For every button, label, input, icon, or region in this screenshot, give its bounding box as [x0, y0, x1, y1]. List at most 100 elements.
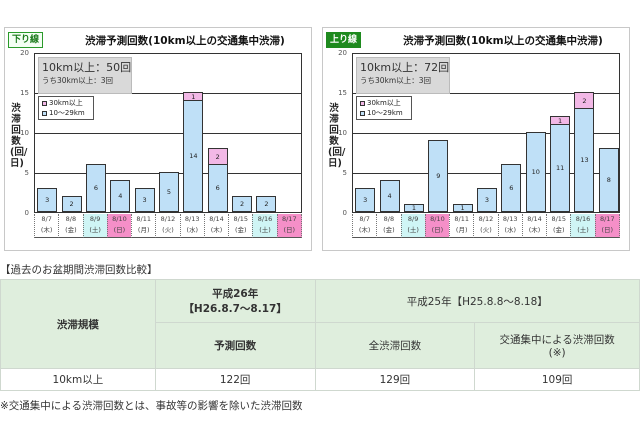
bar: 2: [256, 196, 277, 212]
summary-30km: うち30km以上：3回: [42, 76, 113, 85]
x-axis-date-label: 8/9 (土): [400, 214, 425, 238]
x-axis-labels: 8/7 (木) 8/8 (金) 8/9 (土) 8/10 (日) 8/11 (月) 8/12 (火) 8…: [34, 214, 302, 238]
gridline: [353, 93, 619, 94]
plot-area: 10km以上：72回 うち30km以上：3回 30km以上 10～29km 0 5…: [338, 49, 620, 217]
bar: 10: [525, 132, 546, 212]
table-title: 【過去のお盆期間渋滞回数比較】: [0, 264, 158, 276]
legend-item: 30km以上: [42, 98, 90, 108]
x-axis-date-label: 8/17 (日): [276, 214, 302, 238]
bar: 14 1: [183, 92, 204, 212]
x-axis-date-label: 8/13 (水): [179, 214, 204, 238]
bar-segment-10-29km: 8: [598, 148, 619, 212]
bar-segment-10-29km: 6: [85, 164, 106, 212]
y-tick-label: 10: [20, 129, 29, 137]
bar-segment-10-29km: 2: [232, 196, 253, 212]
bar: 1: [452, 204, 473, 212]
legend: 30km以上 10～29km: [356, 96, 412, 120]
bar-segment-10-29km: 2: [61, 196, 82, 212]
x-axis-date-label: 8/7 (木): [352, 214, 377, 238]
y-tick-label: 15: [338, 89, 347, 97]
cell-2014-forecast: 122回: [154, 368, 316, 391]
bar: 3: [37, 188, 58, 212]
y-tick-label: 5: [24, 169, 29, 177]
bar-segment-10-29km: 5: [159, 172, 179, 212]
bar: 5: [159, 172, 179, 212]
bar-segment-30km-plus: 1: [183, 92, 204, 101]
x-axis-date-label: 8/8 (金): [58, 214, 83, 238]
bar-segment-10-29km: 1: [452, 204, 473, 212]
legend-item: 10～29km: [42, 108, 90, 118]
bar-segment-10-29km: 2: [256, 196, 277, 212]
bar-segment-30km-plus: 2: [207, 148, 228, 165]
y-axis-label: 渋滞回数(回/日): [10, 103, 28, 169]
bar-segment-30km-plus: 2: [574, 92, 595, 109]
legend: 30km以上 10～29km: [38, 96, 94, 120]
x-axis-date-label: 8/13 (水): [497, 214, 522, 238]
header-2013: 平成25年【H25.8.8～8.18】: [314, 279, 640, 323]
y-tick-label: 0: [24, 209, 29, 217]
gridline: [35, 133, 301, 134]
bar: 4: [110, 180, 131, 212]
table-row: 10km以上 122回 129回 109回: [0, 368, 640, 391]
bar: 3: [355, 188, 376, 212]
cell-2013-all: 129回: [314, 368, 476, 391]
y-tick-label: 10: [338, 129, 347, 137]
bar: 11 1: [550, 116, 571, 212]
bar: 2: [232, 196, 253, 212]
legend-swatch-icon: [42, 110, 47, 116]
legend-swatch-icon: [360, 110, 365, 116]
y-tick-label: 20: [338, 49, 347, 57]
bar: 3: [134, 188, 155, 212]
legend-item: 30km以上: [360, 98, 408, 108]
y-tick-label: 5: [342, 169, 347, 177]
x-axis-date-label: 8/17 (日): [594, 214, 620, 238]
chart-panel-up: 上り線 渋滞予測回数(10km以上の交通集中渋滞) 渋滞回数(回/日) 10km…: [322, 27, 630, 251]
bar-segment-10-29km: 14: [183, 100, 204, 212]
bar-segment-10-29km: 4: [110, 180, 131, 212]
plot-area: 10km以上：50回 うち30km以上：3回 30km以上 10～29km 0 5…: [20, 49, 302, 217]
y-tick-label: 15: [20, 89, 29, 97]
x-axis-date-label: 8/15 (金): [546, 214, 571, 238]
bar: 4: [379, 180, 400, 212]
header-2014: 平成26年 【H26.8.7～8.17】: [154, 279, 316, 323]
bar: 6: [501, 164, 522, 212]
footnote: ※交通集中による渋滞回数とは、事故等の影響を除いた渋滞回数: [0, 400, 303, 412]
bar-segment-30km-plus: 1: [550, 116, 571, 125]
bar-segment-10-29km: 3: [134, 188, 155, 212]
legend-swatch-icon: [42, 100, 47, 106]
bar: 8: [598, 148, 619, 212]
x-axis-date-label: 8/9 (土): [82, 214, 107, 238]
x-axis-date-label: 8/16 (土): [570, 214, 595, 238]
legend-swatch-icon: [360, 100, 365, 106]
up-line-badge: 上り線: [326, 32, 362, 48]
y-tick-label: 0: [342, 209, 347, 217]
x-axis-date-label: 8/12 (火): [155, 214, 180, 238]
x-axis-date-label: 8/16 (土): [252, 214, 277, 238]
summary-total: 10km以上：50回: [42, 61, 132, 74]
bar-segment-10-29km: 4: [379, 180, 400, 212]
x-axis-date-label: 8/11 (月): [449, 214, 474, 238]
chart-title: 渋滞予測回数(10km以上の交通集中渋滞): [85, 35, 285, 47]
x-axis-date-label: 8/11 (月): [131, 214, 156, 238]
summary-box: 10km以上：72回 うち30km以上：3回: [356, 57, 450, 94]
bar-segment-10-29km: 10: [525, 132, 546, 212]
y-tick-label: 20: [20, 49, 29, 57]
bar: 3: [477, 188, 497, 212]
gridline: [353, 133, 619, 134]
bar: 13 2: [574, 92, 595, 212]
x-axis-date-label: 8/14 (木): [203, 214, 229, 238]
chart-panel-down: 下り線 渋滞予測回数(10km以上の交通集中渋滞) 渋滞回数(回/日) 10km…: [4, 27, 312, 251]
summary-box: 10km以上：50回 うち30km以上：3回: [38, 57, 132, 94]
gridline: [35, 93, 301, 94]
header-2013-traffic: 交通集中による渋滞回数 (※): [474, 322, 640, 369]
down-line-badge: 下り線: [8, 32, 44, 48]
bar-segment-10-29km: 3: [477, 188, 497, 212]
y-axis-label: 渋滞回数(回/日): [328, 103, 346, 169]
cell-2013-traffic: 109回: [474, 368, 640, 391]
chart-title: 渋滞予測回数(10km以上の交通集中渋滞): [403, 35, 603, 47]
bar-segment-10-29km: 1: [403, 204, 424, 212]
x-axis-date-label: 8/14 (木): [521, 214, 547, 238]
summary-30km: うち30km以上：3回: [360, 76, 431, 85]
bar-segment-10-29km: 13: [574, 108, 595, 212]
